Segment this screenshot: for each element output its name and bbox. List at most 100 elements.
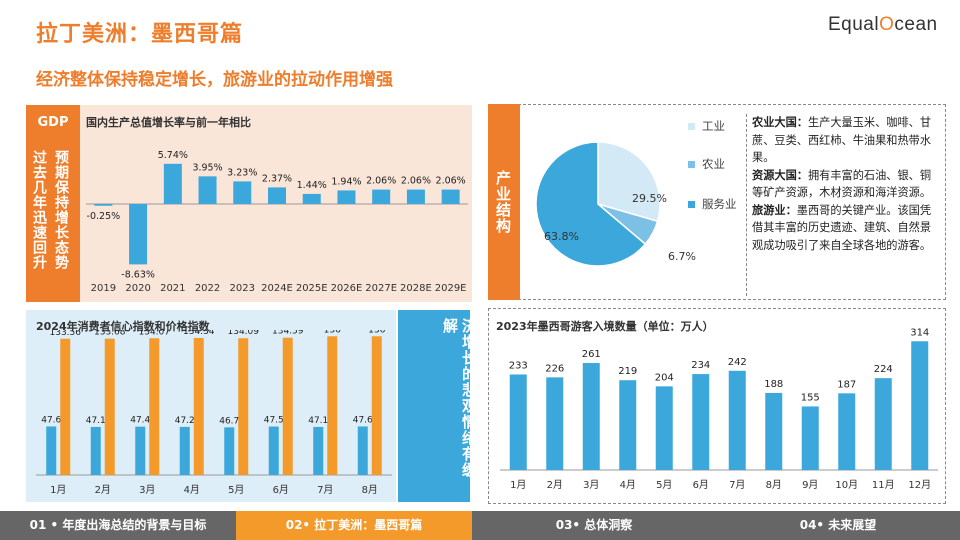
tourist-tick-label: 4月 — [620, 479, 636, 491]
gdp-data-label: 1.44% — [297, 180, 327, 191]
consumer-tick-label: 4月 — [184, 484, 200, 496]
consumer-confidence-bar — [313, 426, 324, 475]
gdp-chart: -0.25% 2019 -8.63% 2020 5.74% 2021 3.95% 2022 3.… — [86, 150, 468, 294]
tourist-bar — [546, 377, 564, 470]
tourist-bar — [838, 393, 856, 470]
consumer-confidence-label: 47.4 — [130, 416, 150, 426]
tourist-data-label: 226 — [545, 363, 564, 374]
tourist-bar — [911, 341, 929, 470]
tourist-bar — [874, 378, 892, 470]
gdp-data-label: 3.95% — [192, 162, 222, 173]
tourist-data-label: 261 — [582, 349, 601, 360]
tourist-panel — [488, 308, 946, 504]
pie-slice — [597, 141, 661, 223]
pie-legend-swatch — [688, 201, 695, 208]
nav-item-mexico[interactable]: 02• 拉丁美洲：墨西哥篇 — [236, 511, 472, 540]
gdp-data-label: 2.37% — [262, 173, 292, 184]
desc-tourism: 旅游业：墨西哥的关键产业。该国凭借其丰富的历史遗迹、建筑、自然景观成功吸引了来自… — [752, 202, 942, 255]
pie-legend-label: 服务业 — [702, 197, 737, 211]
consumer-tick-label: 2月 — [95, 484, 111, 496]
consumer-side-bar — [398, 310, 470, 502]
gdp-tick-label: 2026E — [331, 283, 363, 294]
gdp-data-label: 3.23% — [227, 167, 257, 178]
consumer-confidence-label: 47.6 — [41, 415, 61, 425]
gdp-tick-label: 2022 — [195, 283, 220, 294]
tourist-tick-label: 9月 — [802, 479, 818, 491]
industry-description: 农业大国：生产大量玉米、咖啡、甘蔗、豆类、西红柿、牛油果和热带水果。 资源大国：… — [746, 114, 942, 296]
price-index-bar — [149, 338, 160, 475]
tourist-data-label: 155 — [801, 392, 820, 403]
tourist-tick-label: 11月 — [872, 479, 895, 491]
equalocean-logo: EqualOcean — [828, 14, 938, 36]
gdp-tick-label: 2020 — [125, 283, 150, 294]
gdp-bar — [372, 189, 391, 204]
consumer-confidence-label: 47.1 — [308, 416, 328, 426]
bottom-nav — [0, 511, 960, 540]
consumer-confidence-bar — [90, 426, 101, 475]
page-title: 拉丁美洲：墨西哥篇 — [36, 22, 244, 47]
tourist-data-label: 233 — [509, 360, 528, 371]
gdp-side-bar — [26, 105, 80, 302]
tourist-tick-label: 3月 — [583, 479, 599, 491]
consumer-tick-label: 7月 — [317, 484, 333, 496]
tourist-tick-label: 2月 — [547, 479, 563, 491]
tourist-data-label: 219 — [618, 366, 637, 377]
pie-legend-label: 工业 — [702, 119, 725, 133]
industry-side-text: 产业结构 — [494, 170, 512, 234]
consumer-confidence-bar — [46, 426, 57, 475]
gdp-bar — [302, 193, 321, 204]
price-index-bar — [60, 338, 71, 475]
tourist-bar — [509, 374, 527, 470]
gdp-tag: GDP — [37, 115, 69, 130]
tourist-tick-label: 12月 — [908, 479, 931, 491]
tourist-chart-title: 2023年墨西哥游客入境数量（单位：万人） — [496, 320, 714, 333]
tourist-data-label: 224 — [874, 364, 893, 375]
consumer-confidence-bar — [179, 426, 190, 475]
tourist-bar — [582, 362, 600, 470]
consumer-tick-label: 6月 — [273, 484, 289, 496]
tourist-data-label: 234 — [691, 360, 710, 371]
tourist-data-label: 204 — [655, 372, 674, 383]
tourist-tick-label: 5月 — [656, 479, 672, 491]
tourist-bar — [692, 374, 710, 470]
pie-legend-label: 农业 — [702, 157, 725, 171]
gdp-bar — [268, 187, 286, 204]
consumer-tick-label: 5月 — [228, 484, 244, 496]
consumer-chart-title: 2024年消费者信心指数和价格指数 — [36, 320, 210, 333]
desc-tourism-head: 旅游业： — [752, 203, 797, 217]
consumer-confidence-bar — [357, 426, 368, 475]
price-index-label: 134.07 — [139, 330, 171, 337]
price-index-label: 134.34 — [183, 330, 215, 337]
consumer-confidence-bar — [224, 427, 235, 475]
gdp-bar — [198, 176, 217, 204]
gdp-data-label: -0.25% — [87, 211, 121, 222]
gdp-data-label: 2.06% — [366, 176, 396, 187]
tourist-bar — [619, 380, 637, 470]
price-index-bar — [282, 337, 293, 475]
tourist-bar — [765, 392, 783, 470]
desc-agri: 农业大国：生产大量玉米、咖啡、甘蔗、豆类、西红柿、牛油果和热带水果。 — [752, 114, 942, 167]
consumer-tick-label: 8月 — [362, 484, 378, 496]
consumer-confidence-bar — [135, 426, 146, 475]
gdp-tick-label: 2019 — [91, 283, 116, 294]
consumer-confidence-label: 47.5 — [264, 416, 284, 426]
logo-text-a: Equal — [828, 14, 880, 35]
pie-legend-swatch — [688, 161, 695, 168]
tourist-data-label: 187 — [837, 379, 856, 390]
nav-item-background[interactable]: 01 • 年度出海总结的背景与目标 — [29, 518, 207, 532]
nav-item-outlook[interactable]: 04• 未来展望 — [799, 518, 877, 532]
pie-slice — [535, 141, 647, 267]
gdp-data-label: 1.94% — [331, 176, 361, 187]
desc-resource-head: 资源大国： — [752, 168, 808, 182]
gdp-data-label: -8.63% — [121, 269, 155, 280]
tourist-bar — [728, 370, 746, 470]
industry-side-bar — [488, 104, 520, 300]
gdp-side-text-a: 预期保持增长态势 — [53, 150, 69, 270]
consumer-confidence-label: 47.2 — [175, 416, 195, 426]
page-subtitle: 经济整体保持稳定增长，旅游业的拉动作用增强 — [36, 70, 393, 90]
consumer-tick-label: 3月 — [139, 484, 155, 496]
desc-agri-body: 生产大量玉米、咖啡、甘蔗、豆类、西红柿、牛油果和热带水果。 — [752, 116, 932, 164]
gdp-data-label: 2.06% — [401, 176, 431, 187]
consumer-confidence-label: 46.7 — [219, 416, 239, 426]
nav-item-insights[interactable]: 03• 总体洞察 — [555, 518, 633, 532]
